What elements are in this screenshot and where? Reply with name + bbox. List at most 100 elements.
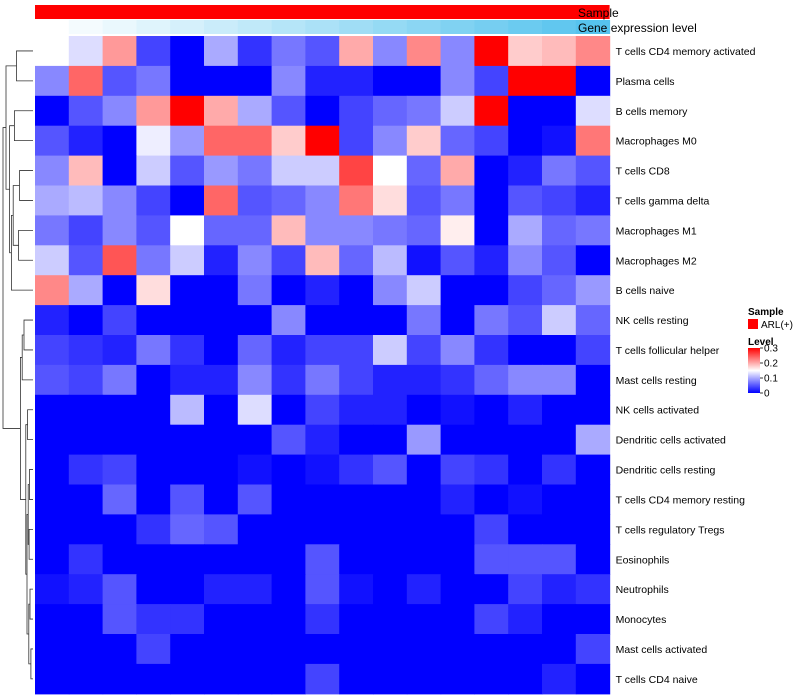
heatmap-cell — [271, 544, 306, 575]
heatmap-cell — [373, 305, 408, 336]
heatmap-cell — [406, 544, 442, 575]
row-label: T cells CD4 memory resting — [616, 494, 745, 506]
heatmap-cell — [237, 394, 273, 426]
heatmap-cell — [474, 95, 509, 127]
heatmap-cell — [102, 155, 137, 187]
heatmap-cell — [542, 364, 577, 396]
heatmap-cell — [339, 634, 374, 665]
heatmap-cell — [35, 364, 70, 396]
legend-tick-label: 0.1 — [764, 374, 778, 385]
heatmap-cell — [406, 514, 442, 545]
heatmap-cell — [542, 514, 577, 545]
heatmap-cell — [440, 604, 475, 635]
heatmap-cell — [339, 454, 374, 486]
row-label: T cells follicular helper — [616, 345, 720, 357]
heatmap-cell — [542, 394, 577, 426]
heatmap-cell — [237, 574, 273, 605]
heatmap-cell — [373, 634, 408, 665]
heatmap-cell — [542, 275, 577, 306]
heatmap-cell — [35, 544, 70, 575]
row-label: Dendritic cells activated — [616, 435, 726, 447]
heatmap-cell — [136, 335, 171, 366]
heatmap-cell — [406, 125, 442, 157]
heatmap-cell — [406, 574, 442, 605]
heatmap-cell — [339, 125, 374, 157]
heatmap-cell — [305, 125, 340, 157]
heatmap-cell — [170, 305, 205, 336]
heatmap-cell — [68, 484, 104, 515]
heatmap-cell — [68, 36, 104, 67]
heatmap-cell — [339, 663, 374, 695]
heatmap-cell — [440, 275, 475, 306]
heatmap-cell — [170, 574, 205, 605]
heatmap-cell — [474, 663, 509, 695]
heatmap-cell — [102, 574, 137, 605]
heatmap-cell — [170, 95, 205, 127]
heatmap-cell — [136, 65, 171, 97]
heatmap-cell — [35, 245, 70, 276]
dendrogram-branch — [18, 229, 33, 261]
heatmap-cell — [136, 604, 171, 635]
heatmap-cell — [237, 454, 273, 486]
heatmap-cell — [204, 663, 239, 695]
heatmap-cell — [68, 125, 104, 157]
heatmap-cell — [136, 95, 171, 127]
heatmap-cell — [102, 36, 137, 67]
heatmap-cell — [68, 65, 104, 97]
heatmap-cell — [237, 544, 273, 575]
dendrogram-branch — [9, 125, 15, 254]
heatmap-cell — [237, 185, 273, 216]
heatmap-cell — [170, 65, 205, 97]
heatmap-cell — [170, 335, 205, 366]
heatmap-cell — [35, 65, 70, 97]
heatmap-cell — [575, 544, 611, 575]
dendrogram-branch — [5, 65, 17, 190]
heatmap-cell — [339, 514, 374, 545]
heatmap-cell — [204, 484, 239, 515]
heatmap-cell — [575, 155, 611, 187]
heatmap-cell — [204, 245, 239, 276]
heatmap-cell — [102, 335, 137, 366]
heatmap-cell — [136, 454, 171, 486]
dendrogram-branch — [2, 127, 21, 429]
legend-level-title: Level — [748, 337, 774, 348]
heatmap-cell — [68, 305, 104, 336]
heatmap-cell — [575, 574, 611, 605]
heatmap-cell — [474, 155, 509, 187]
heatmap-cell — [440, 215, 475, 246]
heatmap-cell — [440, 125, 475, 157]
heatmap-cell — [406, 275, 442, 306]
row-label: Mast cells resting — [616, 375, 697, 387]
heatmap-cell — [440, 454, 475, 486]
heatmap-cell — [204, 544, 239, 575]
heatmap-cell — [68, 275, 104, 306]
heatmap-cell — [237, 634, 273, 665]
row-dendrogram — [2, 50, 33, 680]
heatmap-cell — [170, 634, 205, 665]
heatmap-cell — [136, 305, 171, 336]
heatmap-cell — [102, 125, 137, 157]
heatmap-cell — [237, 424, 273, 456]
heatmap-cell — [508, 65, 543, 97]
dendrogram-branch — [30, 648, 33, 680]
heatmap-cell — [170, 424, 205, 456]
heatmap-cell — [508, 604, 543, 635]
heatmap-cell — [68, 663, 104, 695]
row-label: T cells CD4 naive — [616, 674, 698, 686]
heatmap-cell — [170, 215, 205, 246]
heatmap-cell — [508, 454, 543, 486]
heatmap-cell — [474, 454, 509, 486]
heatmap-cell — [575, 95, 611, 127]
heatmap-cell — [136, 125, 171, 157]
dendrogram-branch — [27, 409, 33, 441]
heatmap-cell — [204, 394, 239, 426]
heatmap-cell — [542, 155, 577, 187]
heatmap-cell — [373, 364, 408, 396]
heatmap-cell — [271, 634, 306, 665]
heatmap-cell — [474, 185, 509, 216]
heatmap-cell — [440, 514, 475, 545]
heatmap-cell — [474, 424, 509, 456]
heatmap-cell — [204, 215, 239, 246]
heatmap-cell — [542, 95, 577, 127]
